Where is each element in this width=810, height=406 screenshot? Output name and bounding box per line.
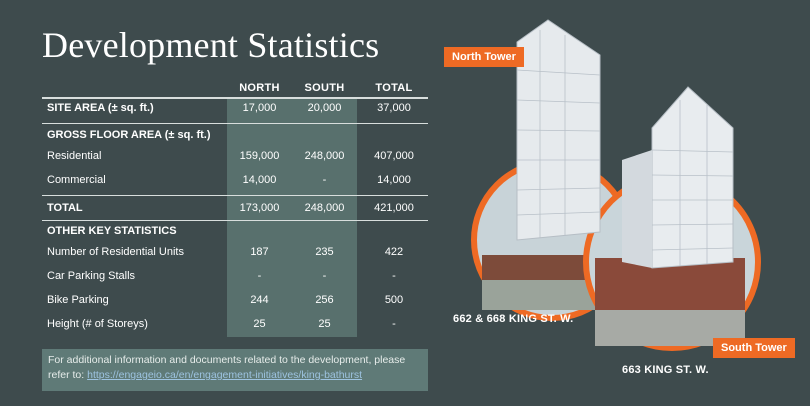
page-title: Development Statistics bbox=[42, 25, 380, 65]
cell-total: 14,000 bbox=[377, 174, 411, 186]
cell-north: 14,000 bbox=[242, 174, 277, 186]
table-row-other-header: OTHER KEY STATISTICS bbox=[42, 221, 428, 241]
cell-south: 25 bbox=[318, 318, 331, 330]
footer-note: For additional information and documents… bbox=[42, 349, 428, 391]
cell-south: 256 bbox=[315, 294, 334, 306]
cell-north: 173,000 bbox=[239, 202, 280, 214]
cell-north: 244 bbox=[250, 294, 269, 306]
cell-south: 235 bbox=[315, 246, 334, 258]
table-row-gfa-header: GROSS FLOOR AREA (± sq. ft.) bbox=[42, 125, 428, 145]
cell-north: 187 bbox=[250, 246, 269, 258]
cell-south: - bbox=[322, 174, 327, 186]
cell-north: 25 bbox=[253, 318, 266, 330]
row-label: Car Parking Stalls bbox=[47, 270, 136, 282]
row-label: Height (# of Storeys) bbox=[47, 318, 148, 330]
footer-text: For additional information and documents… bbox=[48, 354, 406, 381]
table-row-bike-parking: Bike Parking 244 256 500 bbox=[42, 290, 428, 310]
north-column-highlight bbox=[227, 99, 292, 337]
section-heading: OTHER KEY STATISTICS bbox=[47, 225, 177, 237]
cell-total: 37,000 bbox=[377, 102, 411, 114]
cell-total: 500 bbox=[384, 294, 404, 306]
row-label: TOTAL bbox=[47, 202, 83, 214]
divider bbox=[42, 97, 428, 99]
divider bbox=[42, 195, 428, 196]
table-row-units: Number of Residential Units 187 235 422 bbox=[42, 242, 428, 262]
north-tower-badge: North Tower bbox=[444, 47, 524, 67]
south-column-highlight bbox=[292, 99, 357, 337]
cell-south: - bbox=[322, 270, 327, 282]
cell-total: - bbox=[392, 318, 396, 330]
col-total-header: TOTAL bbox=[375, 82, 413, 94]
north-address-caption: 662 & 668 KING ST. W. bbox=[453, 313, 574, 325]
south-tower bbox=[651, 86, 734, 269]
table-row-car-parking: Car Parking Stalls - - - bbox=[42, 266, 428, 286]
cell-total: 407,000 bbox=[374, 150, 414, 162]
table-row-residential: Residential 159,000 248,000 407,000 bbox=[42, 146, 428, 166]
south-tower-side bbox=[622, 150, 652, 268]
section-heading: GROSS FLOOR AREA (± sq. ft.) bbox=[47, 129, 211, 141]
cell-total: 421,000 bbox=[374, 202, 414, 214]
divider bbox=[42, 220, 428, 221]
row-label: Bike Parking bbox=[47, 294, 109, 306]
table-row-height: Height (# of Storeys) 25 25 - bbox=[42, 314, 428, 334]
cell-south: 248,000 bbox=[304, 202, 345, 214]
divider bbox=[42, 123, 428, 124]
table-row-commercial: Commercial 14,000 - 14,000 bbox=[42, 170, 428, 190]
cell-south: 20,000 bbox=[307, 102, 342, 114]
cell-north: 159,000 bbox=[239, 150, 280, 162]
south-tower-badge: South Tower bbox=[713, 338, 795, 358]
cell-north: 17,000 bbox=[242, 102, 277, 114]
north-tower bbox=[516, 19, 601, 241]
row-label: Residential bbox=[47, 150, 102, 162]
row-label: Commercial bbox=[47, 174, 106, 186]
south-podium-brick bbox=[595, 258, 745, 314]
cell-south: 248,000 bbox=[304, 150, 345, 162]
table-row-total: TOTAL 173,000 248,000 421,000 bbox=[42, 198, 428, 218]
table-header-row: NORTH SOUTH TOTAL bbox=[42, 78, 428, 98]
cell-north: - bbox=[257, 270, 262, 282]
row-label: SITE AREA (± sq. ft.) bbox=[47, 102, 154, 114]
cell-total: 422 bbox=[384, 246, 404, 258]
row-label: Number of Residential Units bbox=[47, 246, 184, 258]
footer-link[interactable]: https://engageio.ca/en/engagement-initia… bbox=[87, 369, 363, 381]
col-north-header: NORTH bbox=[239, 82, 280, 94]
south-address-caption: 663 KING ST. W. bbox=[622, 364, 709, 376]
cell-total: - bbox=[392, 270, 396, 282]
col-south-header: SOUTH bbox=[304, 82, 345, 94]
table-row-site-area: SITE AREA (± sq. ft.) 17,000 20,000 37,0… bbox=[42, 98, 428, 118]
